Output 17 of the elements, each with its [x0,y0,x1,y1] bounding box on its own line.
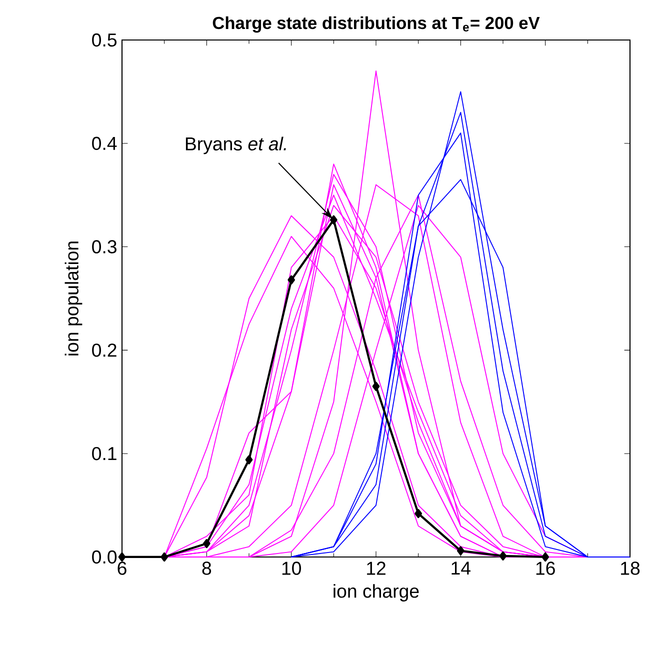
x-tick-label: 12 [367,562,386,575]
x-axis-title: ion charge [334,584,419,602]
x-tick-label: 14 [452,562,470,575]
y-tick-label: 0.3 [92,240,116,254]
y-tick-label: 0.5 [92,33,117,47]
y-axis-title: ion population [64,242,82,356]
x-tick-label: 10 [282,562,301,575]
x-tick-label: 18 [621,562,640,575]
chart-title: Charge state distributions at T$_{e}$= 200 eV [212,16,540,33]
y-tick-label: 0.0 [92,550,117,564]
y-tick-label: 0.2 [92,344,116,357]
x-tick-label: 6 [118,562,126,575]
y-tick-label: 0.1 [92,446,116,460]
x-tick-label: 8 [202,562,212,575]
annotation: Bryans et al. [186,136,286,154]
y-tick-label: 0.4 [92,136,117,150]
x-tick-label: 16 [536,562,555,575]
